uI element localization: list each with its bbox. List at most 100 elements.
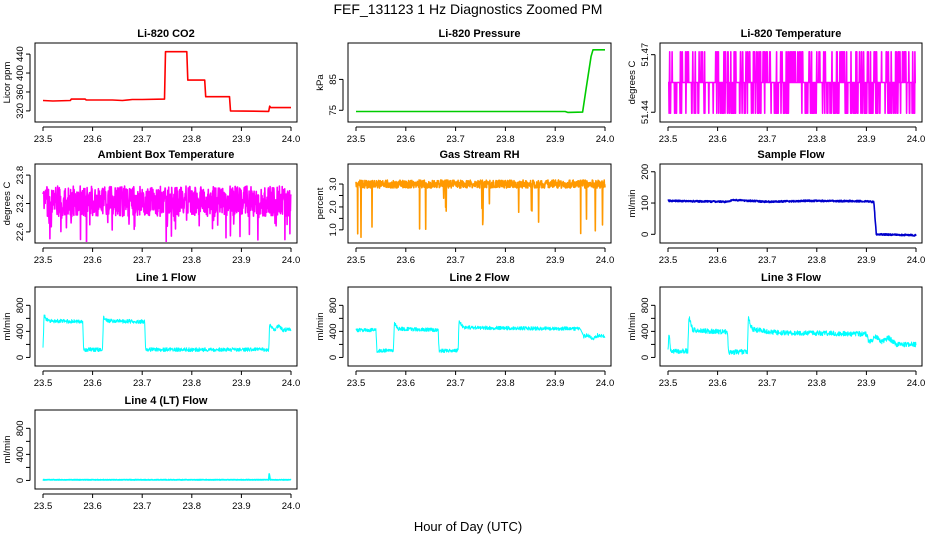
x-tick-label: 23.7 <box>446 255 465 266</box>
x-tick-label: 23.8 <box>496 255 515 266</box>
x-tick-label: 23.5 <box>659 255 678 266</box>
y-axis-label: ml/min <box>315 313 326 341</box>
x-tick-label: 23.8 <box>183 255 202 266</box>
panel-title: Ambient Box Temperature <box>98 149 235 161</box>
y-tick-label: 0 <box>15 478 26 483</box>
x-tick-label: 23.8 <box>808 378 827 389</box>
x-tick-label: 23.5 <box>347 255 366 266</box>
x-tick-label: 23.5 <box>34 378 53 389</box>
plot-frame <box>34 163 298 244</box>
x-tick-label: 24.0 <box>907 255 926 266</box>
x-tick-label: 23.9 <box>857 255 876 266</box>
chart-panel: Line 1 Flow 23.5 23.6 23.7 23.8 23.9 24.0 0 400 8… <box>2 272 300 389</box>
series-line <box>42 314 292 353</box>
x-tick-label: 23.8 <box>808 255 827 266</box>
x-tick-label: 23.8 <box>183 134 202 145</box>
y-tick-label: 440 <box>15 46 26 62</box>
series-line <box>355 179 606 238</box>
x-tick-label: 23.6 <box>83 134 102 145</box>
x-tick-label: 23.6 <box>708 255 727 266</box>
x-tick-label: 24.0 <box>282 134 301 145</box>
x-tick-label: 23.5 <box>347 134 366 145</box>
x-tick-label: 23.9 <box>857 134 876 145</box>
figure-xlabel: Hour of Day (UTC) <box>414 519 522 534</box>
chart-panel: Gas Stream RH 23.5 23.6 23.7 23.8 23.9 24.0 1.0… <box>315 149 614 266</box>
y-axis-label: ml/min <box>627 190 638 218</box>
x-tick-label: 23.9 <box>857 378 876 389</box>
y-tick-label: 400 <box>15 65 26 81</box>
chart-panel: Line 2 Flow 23.5 23.6 23.7 23.8 23.9 24.0 0 400 8… <box>315 272 614 389</box>
y-tick-label: 75 <box>328 105 339 116</box>
x-tick-label: 23.7 <box>758 378 777 389</box>
y-tick-label: 23.8 <box>15 166 26 185</box>
y-tick-label: 400 <box>15 323 26 339</box>
plot-frame <box>347 42 612 123</box>
y-tick-label: 800 <box>15 420 26 436</box>
x-tick-label: 24.0 <box>907 134 926 145</box>
panel-title: Sample Flow <box>757 149 825 161</box>
y-axis-label: kPa <box>315 74 326 91</box>
y-tick-label: 800 <box>15 297 26 313</box>
x-tick-label: 23.6 <box>708 378 727 389</box>
x-tick-label: 23.7 <box>133 501 152 512</box>
y-tick-label: 0 <box>640 232 651 237</box>
x-tick-label: 24.0 <box>282 255 301 266</box>
x-tick-label: 23.8 <box>496 134 515 145</box>
series-line <box>42 185 292 242</box>
chart-panel: Line 3 Flow 23.5 23.6 23.7 23.8 23.9 24.0 0 400 8… <box>627 272 925 389</box>
y-tick-label: 360 <box>15 84 26 100</box>
chart-panel: Li-820 CO2 23.5 23.6 23.7 23.8 23.9 24.0 320 360… <box>2 28 300 145</box>
x-tick-label: 23.7 <box>133 378 152 389</box>
panel-title: Line 3 Flow <box>761 272 821 284</box>
x-tick-label: 23.9 <box>546 134 565 145</box>
plot-frame <box>659 163 923 244</box>
panel-title: Line 2 Flow <box>450 272 510 284</box>
plot-frame <box>659 286 923 367</box>
series-line <box>42 50 291 113</box>
x-tick-label: 23.7 <box>758 255 777 266</box>
y-tick-label: 22.6 <box>15 223 26 242</box>
y-axis-label: ml/min <box>2 436 13 464</box>
series-line <box>42 473 292 481</box>
y-tick-label: 1.0 <box>328 223 339 236</box>
x-tick-label: 23.7 <box>133 134 152 145</box>
x-tick-label: 23.5 <box>659 134 678 145</box>
x-tick-label: 23.6 <box>83 255 102 266</box>
series-line <box>356 49 605 114</box>
x-tick-label: 23.7 <box>758 134 777 145</box>
y-tick-label: 51.44 <box>640 100 651 124</box>
x-tick-label: 23.6 <box>397 134 416 145</box>
plot-frame <box>347 286 612 367</box>
series-line <box>355 320 606 354</box>
x-tick-label: 23.6 <box>397 378 416 389</box>
y-tick-label: 400 <box>15 446 26 462</box>
panel-title: Li-820 Pressure <box>439 28 521 40</box>
x-tick-label: 23.7 <box>446 378 465 389</box>
x-tick-label: 23.9 <box>546 255 565 266</box>
y-tick-label: 0 <box>328 355 339 360</box>
y-tick-label: 400 <box>328 323 339 339</box>
x-tick-label: 23.7 <box>133 255 152 266</box>
y-tick-label: 0 <box>15 355 26 360</box>
x-tick-label: 23.6 <box>83 501 102 512</box>
series-line <box>667 198 917 237</box>
x-tick-label: 23.6 <box>708 134 727 145</box>
x-tick-label: 23.9 <box>232 378 251 389</box>
x-tick-label: 23.8 <box>183 501 202 512</box>
y-tick-label: 23.2 <box>15 194 26 213</box>
y-tick-label: 100 <box>640 195 651 211</box>
x-tick-label: 23.6 <box>397 255 416 266</box>
figure-title: FEF_131123 1 Hz Diagnostics Zoomed PM <box>334 1 603 17</box>
x-tick-label: 24.0 <box>596 255 615 266</box>
x-tick-label: 23.7 <box>446 134 465 145</box>
y-axis-label: ml/min <box>627 313 638 341</box>
y-axis-label: percent <box>315 187 326 219</box>
y-tick-label: 400 <box>640 323 651 339</box>
panel-title: Li-820 Temperature <box>741 28 842 40</box>
chart-panel: Ambient Box Temperature 23.5 23.6 23.7 23.8 2… <box>2 149 300 266</box>
y-axis-label: degrees C <box>627 60 638 104</box>
y-tick-label: 85 <box>328 74 339 85</box>
x-tick-label: 24.0 <box>282 378 301 389</box>
chart-panel: Sample Flow 23.5 23.6 23.7 23.8 23.9 24.0 0 100 2… <box>627 149 925 266</box>
x-tick-label: 24.0 <box>907 378 926 389</box>
